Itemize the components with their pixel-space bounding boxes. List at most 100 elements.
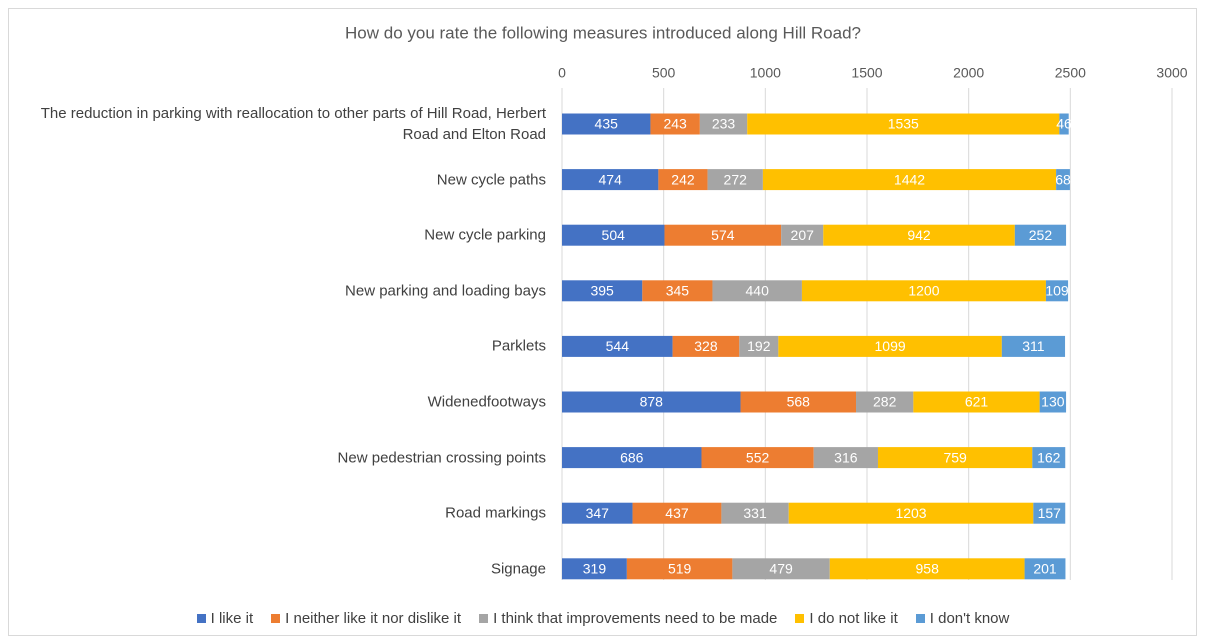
- bar-segment: [1056, 169, 1070, 191]
- data-label: 347: [586, 505, 610, 521]
- legend-item: I think that improvements need to be mad…: [479, 610, 777, 627]
- x-tick-label: 3000: [1156, 65, 1187, 81]
- chart-title: How do you rate the following measures i…: [345, 23, 861, 42]
- bar-segment: [650, 113, 700, 135]
- bar-segment: [1059, 113, 1069, 135]
- legend-swatch: [196, 614, 206, 623]
- data-label: 942: [907, 227, 931, 243]
- bar-segment: [626, 558, 733, 580]
- x-tick-label: 1500: [851, 65, 882, 81]
- bar-segment: [707, 169, 763, 191]
- legend-label: I do not like it: [809, 610, 898, 627]
- bar-segment: [1014, 224, 1067, 246]
- x-tick-label: 500: [652, 65, 676, 81]
- data-label: 272: [724, 171, 748, 187]
- bar-segment: [913, 391, 1040, 413]
- data-label: 621: [965, 394, 989, 410]
- x-tick-label: 2500: [1055, 65, 1086, 81]
- legend-swatch: [915, 614, 925, 623]
- bar-segment: [823, 224, 1015, 246]
- bar-segment: [1001, 335, 1066, 357]
- bar-segment: [562, 335, 673, 357]
- bar-segment: [701, 447, 814, 469]
- data-label: 574: [711, 227, 735, 243]
- data-label: 1203: [895, 505, 926, 521]
- data-label: 328: [694, 338, 718, 354]
- bar-segment: [562, 224, 665, 246]
- bar-segment: [813, 447, 878, 469]
- bar-segment: [562, 502, 633, 524]
- bar-segment: [778, 335, 1002, 357]
- category-label: Signage: [490, 560, 546, 578]
- bar-segment: [747, 113, 1060, 135]
- bar-segment: [658, 169, 708, 191]
- bar-segment: [672, 335, 740, 357]
- data-label: 568: [787, 394, 811, 410]
- data-label: 130: [1041, 394, 1065, 410]
- bar-segment: [664, 224, 782, 246]
- data-label: 759: [943, 449, 967, 465]
- legend-label: I neither like it nor dislike it: [285, 610, 462, 627]
- data-label: 46: [1056, 116, 1072, 132]
- category-label: Parklets: [491, 337, 546, 355]
- bar-segment: [562, 280, 643, 302]
- bar-segment: [732, 558, 830, 580]
- x-tick-label: 0: [558, 65, 566, 81]
- category-label: Widenedfootways: [427, 393, 546, 411]
- bar-segment: [1024, 558, 1066, 580]
- data-label: 157: [1038, 505, 1062, 521]
- bar-segment: [788, 502, 1034, 524]
- legend-label: I don't know: [929, 610, 1010, 627]
- bar-segment: [1033, 502, 1066, 524]
- legend-item: I do not like it: [795, 610, 898, 627]
- legend-item: I neither like it nor dislike it: [271, 610, 461, 627]
- bar-segment: [1039, 391, 1067, 413]
- data-label: 504: [602, 227, 626, 243]
- bar-segment: [829, 558, 1025, 580]
- bar-segment: [562, 447, 702, 469]
- data-label: 68: [1055, 171, 1071, 187]
- data-label: 519: [668, 561, 692, 577]
- legend-label: I think that improvements need to be mad…: [493, 610, 778, 627]
- data-label: 242: [671, 171, 695, 187]
- data-label: 192: [747, 338, 771, 354]
- data-label: 311: [1022, 338, 1045, 354]
- category-label: The reduction in parking with reallocati…: [40, 105, 546, 143]
- chart-border: [8, 8, 1197, 636]
- category-label: Road markings: [445, 504, 546, 522]
- data-label: 395: [590, 283, 614, 299]
- legend-label: I like it: [210, 610, 254, 627]
- category-label: New cycle paths: [436, 171, 546, 189]
- bar-segment: [1032, 447, 1066, 469]
- category-label: New cycle parking: [424, 226, 546, 244]
- bar-segment: [562, 169, 659, 191]
- bar-segment: [562, 558, 627, 580]
- bar-segment: [562, 391, 741, 413]
- data-label: 479: [769, 561, 793, 577]
- data-label: 316: [834, 449, 858, 465]
- bar-segment: [699, 113, 748, 135]
- category-label: New pedestrian crossing points: [337, 449, 546, 467]
- data-label: 435: [595, 116, 619, 132]
- bar-segment: [762, 169, 1057, 191]
- data-label: 243: [663, 116, 687, 132]
- data-label: 282: [873, 394, 897, 410]
- legend-swatch: [271, 614, 281, 623]
- data-label: 109: [1045, 283, 1069, 299]
- data-label: 207: [791, 227, 815, 243]
- data-label: 162: [1037, 449, 1061, 465]
- bar-segment: [739, 335, 779, 357]
- data-label: 440: [746, 283, 770, 299]
- data-label: 552: [746, 449, 770, 465]
- legend-swatch: [479, 614, 489, 623]
- data-label: 1200: [908, 283, 939, 299]
- category-label: New parking and loading bays: [345, 282, 546, 300]
- data-label: 345: [666, 283, 690, 299]
- data-label: 331: [743, 505, 767, 521]
- data-label: 252: [1029, 227, 1053, 243]
- data-label: 1535: [888, 116, 919, 132]
- bar-segment: [562, 113, 651, 135]
- data-label: 544: [606, 338, 630, 354]
